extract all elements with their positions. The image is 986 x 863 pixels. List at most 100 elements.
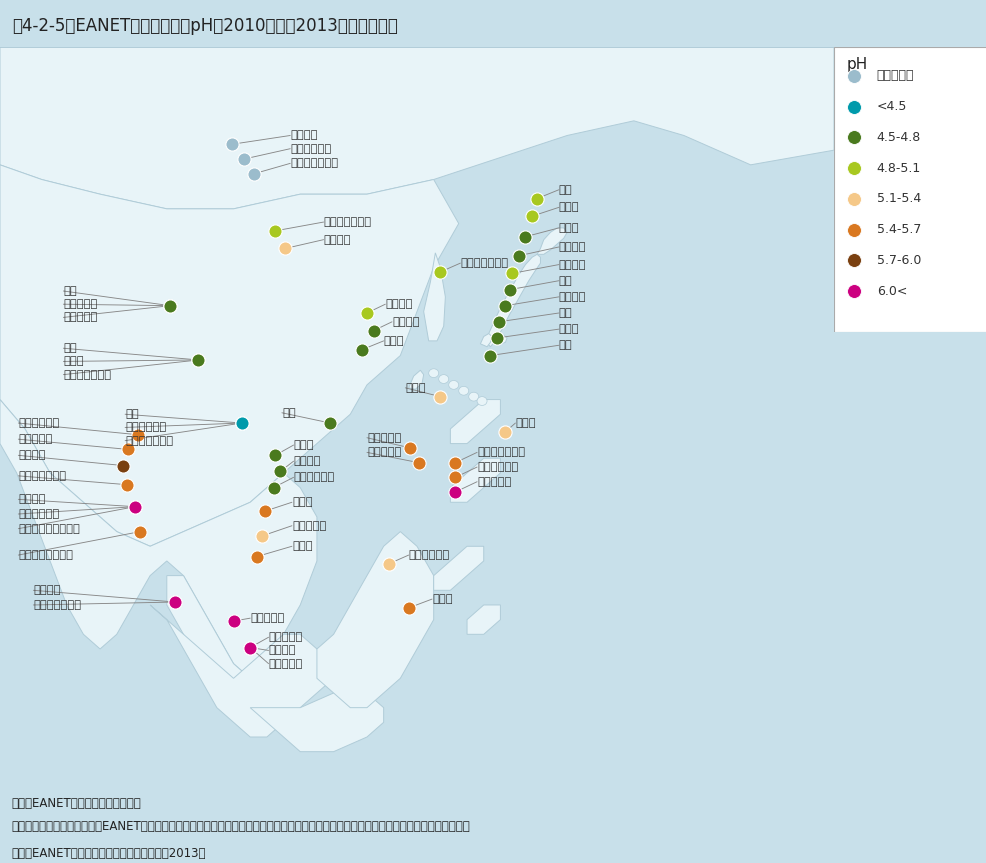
Circle shape	[428, 369, 438, 378]
Text: 隠岐: 隠岐	[558, 308, 572, 318]
Text: ペタリンジャヤ: ペタリンジャヤ	[34, 600, 82, 610]
Text: ジュシエンドン: ジュシエンドン	[125, 436, 174, 445]
Point	[234, 416, 249, 430]
Text: 図4-2-5　EANET地域の降水中pH（2010年から2013年の平均値）: 図4-2-5 EANET地域の降水中pH（2010年から2013年の平均値）	[12, 17, 397, 35]
Point	[115, 459, 131, 473]
Polygon shape	[317, 532, 433, 708]
Polygon shape	[249, 693, 384, 752]
Polygon shape	[150, 605, 333, 737]
Point	[132, 525, 148, 539]
Text: ジャカルタ: ジャカルタ	[268, 633, 303, 642]
Text: 蟠竜湖: 蟠竜湖	[558, 324, 579, 334]
Point	[447, 470, 462, 484]
Text: モンディ: モンディ	[290, 130, 317, 141]
Text: プリモルスカヤ: プリモルスカヤ	[459, 258, 508, 268]
Polygon shape	[450, 400, 500, 444]
Text: 利尻: 利尻	[558, 185, 572, 195]
Polygon shape	[485, 255, 540, 347]
Point	[400, 601, 416, 614]
Point	[234, 416, 249, 430]
Point	[246, 167, 262, 180]
Text: サムートプラカーン: サムートプラカーン	[19, 524, 80, 533]
Point	[162, 299, 177, 312]
Polygon shape	[433, 546, 483, 590]
Point	[224, 137, 240, 151]
Text: メトロマニラ: メトロマニラ	[476, 462, 518, 472]
Point	[120, 443, 136, 457]
Point	[497, 299, 513, 312]
Point	[381, 557, 396, 570]
Text: リストビャンカ: リストビャンカ	[290, 159, 338, 168]
Text: 注１：EANETの公表資料より作成。: 注１：EANETの公表資料より作成。	[12, 797, 141, 810]
Polygon shape	[466, 605, 500, 634]
Text: タナラタ: タナラタ	[34, 585, 61, 595]
Text: バンドゥン: バンドゥン	[268, 658, 303, 669]
Text: 八方尾根: 八方尾根	[558, 260, 586, 269]
Text: 小笠原: 小笠原	[515, 418, 535, 428]
Text: データなし: データなし	[876, 69, 913, 83]
Point	[354, 343, 370, 356]
Text: ジーウォズ: ジーウォズ	[63, 312, 98, 323]
Polygon shape	[0, 47, 833, 209]
Text: シージャン: シージャン	[63, 299, 98, 309]
Text: 落石岬: 落石岬	[558, 203, 579, 212]
Text: プノンペン: プノンペン	[292, 520, 326, 531]
Text: クチン: クチン	[292, 541, 313, 551]
Text: シャンジョウ: シャンジョウ	[125, 423, 167, 432]
Polygon shape	[423, 253, 445, 341]
Point	[322, 416, 338, 430]
Text: コトタバン: コトタバン	[249, 614, 284, 623]
Text: 橘原: 橘原	[558, 340, 572, 350]
Text: クックプオン: クックプオン	[293, 472, 334, 482]
Point	[490, 315, 506, 329]
Text: 西安: 西安	[63, 286, 77, 296]
Point	[517, 230, 532, 243]
Text: 佐渡関岬: 佐渡関岬	[558, 242, 586, 252]
Text: ホンウェン: ホンウェン	[367, 432, 401, 443]
Text: 4.8-5.1: 4.8-5.1	[876, 161, 920, 174]
Text: pH: pH	[845, 58, 867, 72]
Text: チェンマイ: チェンマイ	[19, 434, 52, 444]
Text: ダナン: ダナン	[292, 497, 313, 507]
Point	[502, 283, 518, 297]
Text: カンチャナブリ: カンチャナブリ	[19, 471, 66, 481]
Point	[190, 353, 206, 367]
Text: 厦門: 厦門	[282, 408, 296, 418]
Point	[267, 224, 283, 238]
Point	[190, 353, 206, 367]
Point	[190, 353, 206, 367]
Text: 5.7-6.0: 5.7-6.0	[876, 254, 920, 267]
Point	[265, 481, 281, 494]
Text: パトゥンタニ: パトゥンタニ	[19, 509, 59, 519]
Text: カンファ: カンファ	[385, 299, 412, 309]
Polygon shape	[495, 335, 507, 343]
Text: ２：測定方法については、EANETにおいて実技マニュアルとして定められている方法による。なお、精度保証・精度管理は実施している。: ２：測定方法については、EANETにおいて実技マニュアルとして定められている方法…	[12, 821, 470, 834]
Point	[237, 152, 252, 166]
Point	[257, 504, 273, 518]
Point	[118, 478, 134, 492]
Text: 東京: 東京	[558, 276, 572, 286]
Circle shape	[438, 375, 449, 383]
Point	[447, 456, 462, 469]
Text: ジンユンシャン: ジンユンシャン	[63, 369, 111, 380]
Text: マロス: マロス	[432, 594, 453, 604]
Circle shape	[503, 428, 511, 436]
Point	[167, 595, 182, 609]
Point	[242, 640, 257, 654]
Point	[242, 640, 257, 654]
Polygon shape	[536, 228, 567, 255]
Point	[127, 500, 143, 513]
Point	[162, 299, 177, 312]
Point	[366, 324, 382, 337]
Circle shape	[468, 392, 478, 401]
Point	[432, 265, 448, 279]
Point	[272, 464, 288, 478]
Point	[511, 249, 527, 262]
Text: 珠海: 珠海	[125, 409, 139, 419]
Polygon shape	[408, 370, 423, 389]
Text: ウランバートル: ウランバートル	[323, 217, 372, 227]
Point	[277, 242, 293, 255]
Text: 重慶: 重慶	[63, 343, 77, 353]
Point	[497, 425, 513, 438]
Text: イムシル: イムシル	[391, 317, 419, 327]
